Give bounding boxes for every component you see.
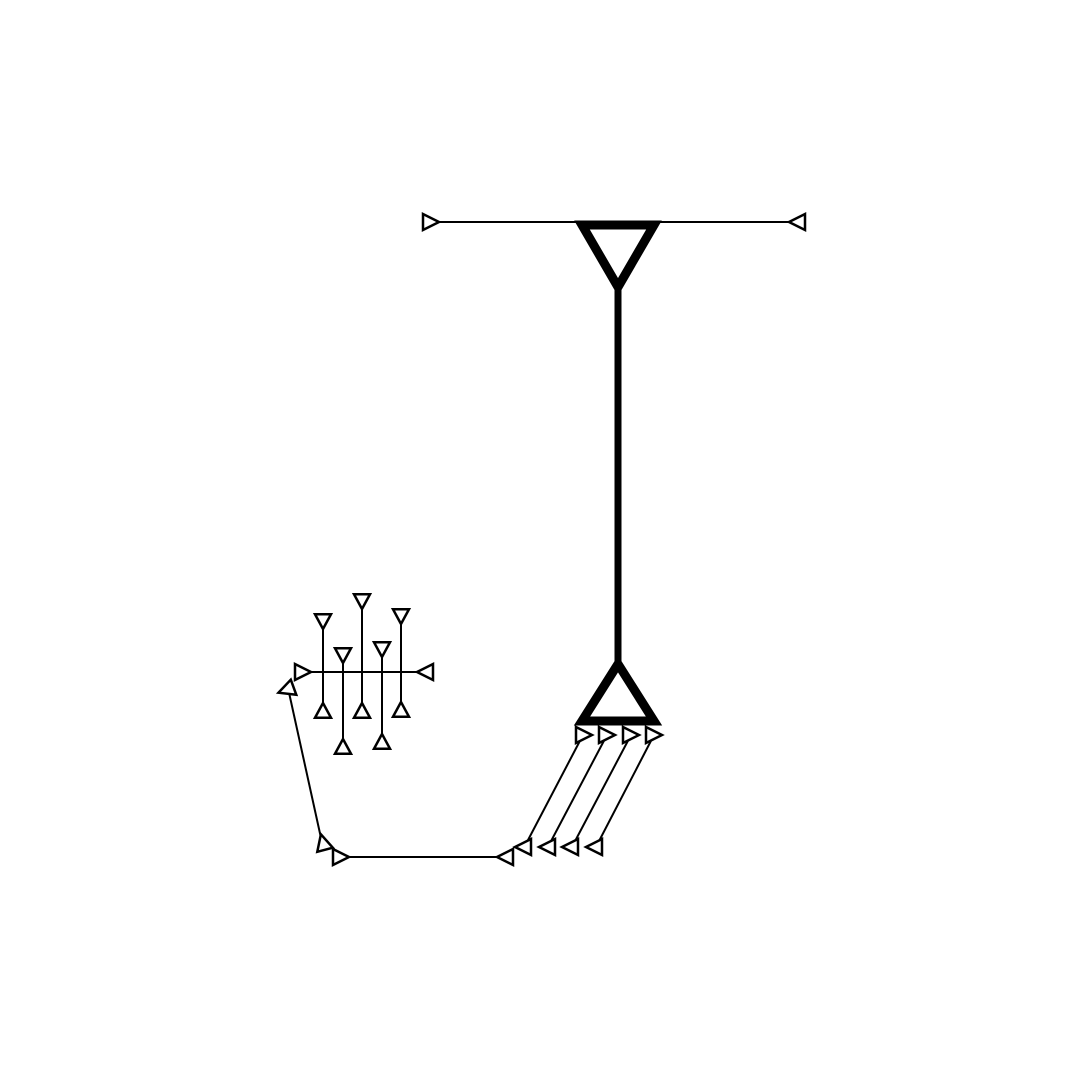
triangle-arrow-icon xyxy=(275,677,299,697)
connector-line xyxy=(596,734,655,846)
connector-line xyxy=(548,734,608,846)
triangle-icon xyxy=(573,655,663,726)
triangle-arrow-icon xyxy=(331,846,352,868)
triangle-arrow-icon xyxy=(512,836,533,858)
triangle-icon xyxy=(574,220,662,296)
triangle-arrow-icon xyxy=(414,661,435,683)
triangle-arrow-icon xyxy=(351,700,373,720)
triangle-arrow-icon xyxy=(312,612,334,632)
connector-lines xyxy=(287,221,796,858)
triangle-arrow-icon xyxy=(621,724,642,746)
triangle-arrow-icon xyxy=(536,836,557,858)
large-markers xyxy=(573,220,663,726)
triangle-arrow-icon xyxy=(371,640,393,660)
triangle-arrow-icon xyxy=(574,724,595,746)
triangle-arrow-icon xyxy=(390,699,412,719)
triangle-arrow-icon xyxy=(371,731,393,751)
connector-line xyxy=(526,734,584,843)
triangle-arrow-icon xyxy=(559,836,580,858)
triangle-arrow-icon xyxy=(583,836,604,858)
triangle-arrow-icon xyxy=(644,724,665,746)
triangle-arrow-icon xyxy=(315,831,336,854)
triangle-arrow-icon xyxy=(312,700,334,720)
triangle-arrow-icon xyxy=(390,607,412,627)
triangle-arrow-icon xyxy=(421,211,442,233)
connector-markers xyxy=(275,211,807,868)
triangle-arrow-icon xyxy=(332,646,354,666)
triangle-arrow-icon xyxy=(597,724,618,746)
triangle-arrow-icon xyxy=(351,592,373,612)
triangle-arrow-icon xyxy=(293,661,314,683)
triangle-arrow-icon xyxy=(332,736,354,756)
triangle-arrow-icon xyxy=(494,846,515,868)
triangle-arrow-icon xyxy=(786,211,807,233)
connector-line xyxy=(287,687,322,839)
connector-line xyxy=(572,734,632,846)
